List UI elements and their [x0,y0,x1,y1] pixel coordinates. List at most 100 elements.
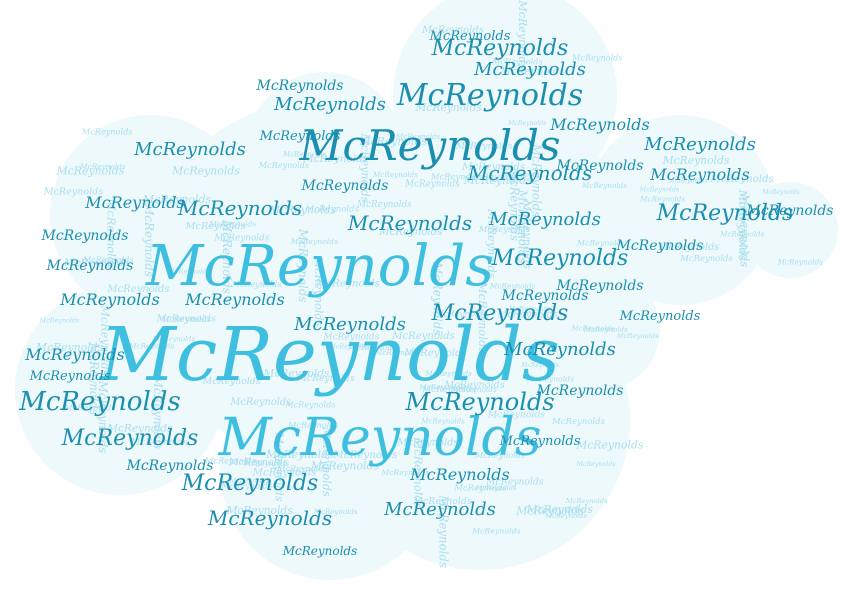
cloud-word: McReynolds [301,178,389,194]
cloud-word: McReynolds [508,167,522,241]
cloud-word: McReynolds [411,437,425,509]
cloud-word: McReynolds [515,505,584,518]
cloud-word: McReynolds [41,228,129,244]
cloud-word: McReynolds [96,380,110,453]
cloud-word: McReynolds [491,246,629,271]
cloud-word: McReynolds [463,174,533,187]
cloud-word: McReynolds [421,385,476,395]
cloud-word: McReynolds [332,449,397,461]
cloud-word: McReynolds [575,439,644,452]
cloud-word: McReynolds [296,228,310,303]
cloud-word: McReynolds [516,189,530,264]
cloud-word: McReynolds [59,290,159,309]
cloud-word: McReynolds [18,387,181,417]
cloud-word: McReynolds [46,258,134,274]
cloud-word: McReynolds [485,476,544,487]
cloud-word: McReynolds [106,284,169,295]
cloud-word: McReynolds [649,165,749,184]
cloud-word: McReynolds [63,402,116,412]
cloud-word: McReynolds [61,426,199,451]
cloud-word: McReynolds [229,477,270,485]
cloud-word: McReynolds [667,176,708,184]
cloud-word: McReynolds [499,434,581,449]
cloud-word: McReynolds [259,129,341,144]
cloud-word: McReynolds [412,496,471,507]
cloud-lobe [220,360,440,580]
cloud-word: McReynolds [213,233,269,243]
cloud-word: McReynolds [151,375,165,449]
cloud-word: McReynolds [380,468,428,477]
cloud-word: McReynolds [304,204,359,214]
cloud-word: McReynolds [287,420,339,430]
cloud-lobe [585,115,775,305]
cloud-word: McReynolds [396,78,583,113]
cloud-word: McReynolds [487,410,546,421]
cloud-word: McReynolds [488,209,601,230]
cloud-word: McReynolds [177,196,302,220]
cloud-word: McReynolds [106,422,173,434]
cloud-word: McReynolds [310,459,380,472]
cloud-word: McReynolds [501,288,589,304]
cloud-word: McReynolds [502,172,542,179]
cloud-shape [15,0,838,580]
cloud-word: McReynolds [229,397,291,408]
cloud-word: McReynolds [208,219,256,228]
cloud-word: McReynolds [616,332,660,340]
cloud-word: McReynolds [536,383,624,399]
cloud-word: McReynolds [265,448,334,461]
cloud-word: McReynolds [391,331,454,342]
cloud-word: McReynolds [496,310,557,321]
cloud-word: McReynolds [256,78,344,94]
cloud-word: McReynolds [297,373,355,384]
cloud-word: McReynolds [184,290,284,309]
cloud-word: McReynolds [403,348,466,359]
cloud-word: McReynolds [521,199,534,270]
cloud-word: McReynolds [507,120,546,127]
cloud-word: McReynolds [576,239,626,248]
cloud-word: McReynolds [530,143,544,217]
cloud-word: McReynolds [383,499,496,520]
cloud-word: McReynolds [520,362,559,369]
cloud-word: McReynolds [583,325,629,334]
cloud-word: McReynolds [282,151,327,159]
cloud-word: McReynolds [565,497,608,505]
cloud-word: McReynolds [302,153,369,165]
cloud-lobe [742,182,838,278]
cloud-word: McReynolds [358,135,427,148]
cloud-word: McReynolds [430,172,483,182]
cloud-word: McReynolds [544,512,587,520]
cloud-word: McReynolds [761,189,799,196]
cloud-word: McReynolds [489,282,536,291]
cloud-word: McReynolds [409,465,509,484]
cloud-word: McReynolds [185,221,246,232]
cloud-word: McReynolds [181,471,319,496]
cloud-word: McReynolds [471,527,520,536]
cloud-word: McReynolds [313,507,358,516]
cloud-word: McReynolds [474,451,525,460]
cloud-word: McReynolds [736,189,750,262]
cloud-word: McReynolds [431,36,569,61]
cloud-word: McReynolds [516,0,529,70]
cloud-word: McReynolds [63,257,130,269]
cloud-word: McReynolds [43,187,104,198]
cloud-word: McReynolds [98,312,560,398]
cloud-word: McReynolds [418,383,465,392]
cloud-word: McReynolds [347,211,472,235]
cloud-word: McReynolds [571,53,622,63]
cloud-word: McReynolds [273,94,386,115]
cloud-word: McReynolds [39,317,80,325]
cloud-word: McReynolds [359,133,372,203]
cloud-word: McReynolds [142,193,212,206]
cloud-word: McReynolds [293,314,406,335]
cloud-word: McReynolds [679,253,733,263]
cloud-word: McReynolds [228,457,288,468]
cloud-word: McReynolds [575,461,616,468]
cloud-word: McReynolds [503,339,616,360]
cloud-word: McReynolds [160,315,211,324]
cloud-word: McReynolds [443,380,504,391]
cloud-word: McReynolds [424,369,472,378]
cloud-word: McReynolds [499,66,564,78]
cloud-word: McReynolds [404,179,460,189]
cloud-word: McReynolds [639,195,685,204]
cloud-word: McReynolds [478,224,531,234]
